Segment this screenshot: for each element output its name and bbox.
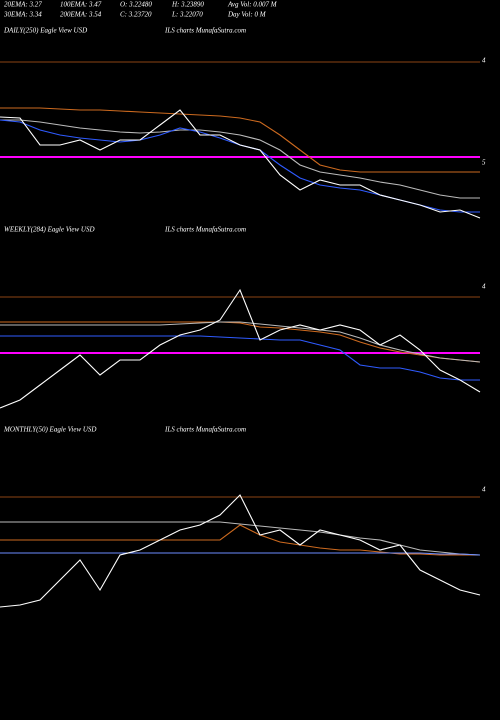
panel-title: WEEKLY(284) Eagle View USD	[4, 226, 95, 234]
header-stat: H: 3.23890	[171, 1, 204, 9]
price-line	[0, 288, 481, 409]
price-line	[0, 321, 481, 363]
price-line	[0, 552, 481, 556]
price-line	[0, 321, 481, 363]
axis-label: 4	[482, 57, 486, 65]
panel-title: MONTHLY(50) Eagle View USD	[3, 426, 96, 434]
price-line	[0, 335, 480, 381]
axis-label: 4	[482, 486, 486, 494]
header-stat: 30EMA: 3.34	[3, 11, 42, 19]
axis-label: 4	[482, 283, 486, 291]
price-line	[0, 119, 480, 199]
watermark: ILS charts MunafaSutra.com	[164, 27, 246, 35]
header-stat: 20EMA: 3.27	[4, 1, 42, 9]
header-stat: 100EMA: 3.47	[60, 1, 102, 9]
header-stat: Day Vol: 0 M	[227, 11, 267, 19]
panel-title: DAILY(250) Eagle View USD	[3, 27, 87, 35]
header-stat: Avg Vol: 0.007 M	[227, 1, 278, 9]
header-stat: C: 3.23720	[120, 11, 152, 19]
price-line	[0, 524, 480, 556]
header-stat: 200EMA: 3.54	[60, 11, 102, 19]
axis-label: 5	[482, 159, 486, 167]
header-stat: O: 3.22480	[120, 1, 152, 9]
price-line	[0, 107, 480, 173]
price-line	[0, 109, 481, 219]
watermark: ILS charts MunafaSutra.com	[164, 426, 246, 434]
header-stat: L: 3.22070	[171, 11, 203, 19]
price-line	[0, 494, 481, 608]
watermark: ILS charts MunafaSutra.com	[164, 226, 246, 234]
